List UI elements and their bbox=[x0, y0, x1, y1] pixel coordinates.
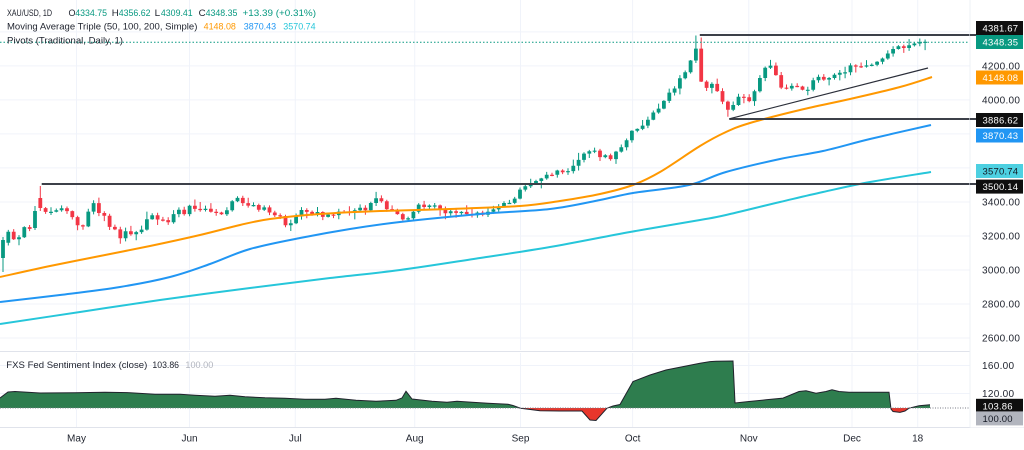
svg-text:3400.00: 3400.00 bbox=[982, 198, 1020, 209]
svg-text:Jun: Jun bbox=[181, 434, 197, 445]
svg-text:100.00: 100.00 bbox=[983, 414, 1013, 425]
svg-text:3570.74: 3570.74 bbox=[283, 22, 315, 33]
svg-text:4000.00: 4000.00 bbox=[982, 95, 1020, 106]
svg-text:4200.00: 4200.00 bbox=[982, 61, 1020, 72]
svg-text:Sep: Sep bbox=[512, 434, 530, 445]
svg-text:4348.35: 4348.35 bbox=[206, 8, 238, 19]
svg-text:L: L bbox=[155, 8, 161, 19]
svg-text:Oct: Oct bbox=[625, 434, 641, 445]
svg-text:Nov: Nov bbox=[740, 434, 758, 445]
svg-text:O: O bbox=[69, 8, 76, 19]
svg-text:Moving Average Triple (50, 100: Moving Average Triple (50, 100, 200, Sim… bbox=[7, 22, 197, 33]
svg-text:100.00: 100.00 bbox=[185, 360, 213, 371]
svg-text:May: May bbox=[67, 434, 86, 445]
svg-text:+13.39 (+0.31%): +13.39 (+0.31%) bbox=[243, 8, 317, 19]
svg-text:4348.35: 4348.35 bbox=[983, 38, 1019, 49]
svg-text:2600.00: 2600.00 bbox=[982, 334, 1020, 345]
svg-text:18: 18 bbox=[912, 434, 924, 445]
svg-text:120.00: 120.00 bbox=[982, 389, 1015, 400]
svg-text:4334.75: 4334.75 bbox=[75, 8, 107, 19]
svg-text:160.00: 160.00 bbox=[982, 361, 1015, 372]
svg-text:103.86: 103.86 bbox=[152, 360, 179, 371]
svg-text:Aug: Aug bbox=[406, 434, 424, 445]
svg-text:3570.74: 3570.74 bbox=[983, 167, 1019, 178]
svg-text:3870.43: 3870.43 bbox=[244, 22, 276, 33]
svg-text:4148.08: 4148.08 bbox=[983, 73, 1019, 84]
svg-text:3200.00: 3200.00 bbox=[982, 232, 1020, 243]
svg-text:C: C bbox=[199, 8, 206, 19]
svg-text:4381.67: 4381.67 bbox=[983, 24, 1019, 35]
svg-text:3500.14: 3500.14 bbox=[983, 182, 1019, 193]
svg-text:Dec: Dec bbox=[843, 434, 861, 445]
svg-text:Pivots (Traditional, Daily, 1): Pivots (Traditional, Daily, 1) bbox=[7, 36, 123, 47]
svg-text:FXS Fed Sentiment Index (close: FXS Fed Sentiment Index (close) bbox=[6, 360, 147, 371]
svg-text:3000.00: 3000.00 bbox=[982, 266, 1020, 277]
svg-text:H: H bbox=[112, 8, 119, 19]
svg-text:Jul: Jul bbox=[289, 434, 302, 445]
svg-text:3870.43: 3870.43 bbox=[983, 131, 1019, 142]
svg-text:2800.00: 2800.00 bbox=[982, 300, 1020, 311]
svg-text:3886.62: 3886.62 bbox=[983, 116, 1019, 127]
svg-text:103.86: 103.86 bbox=[983, 401, 1013, 412]
svg-text:4356.62: 4356.62 bbox=[119, 8, 151, 19]
svg-text:4309.41: 4309.41 bbox=[161, 8, 193, 19]
svg-text:4148.08: 4148.08 bbox=[204, 22, 236, 33]
svg-text:XAU/USD, 1D: XAU/USD, 1D bbox=[7, 8, 52, 19]
